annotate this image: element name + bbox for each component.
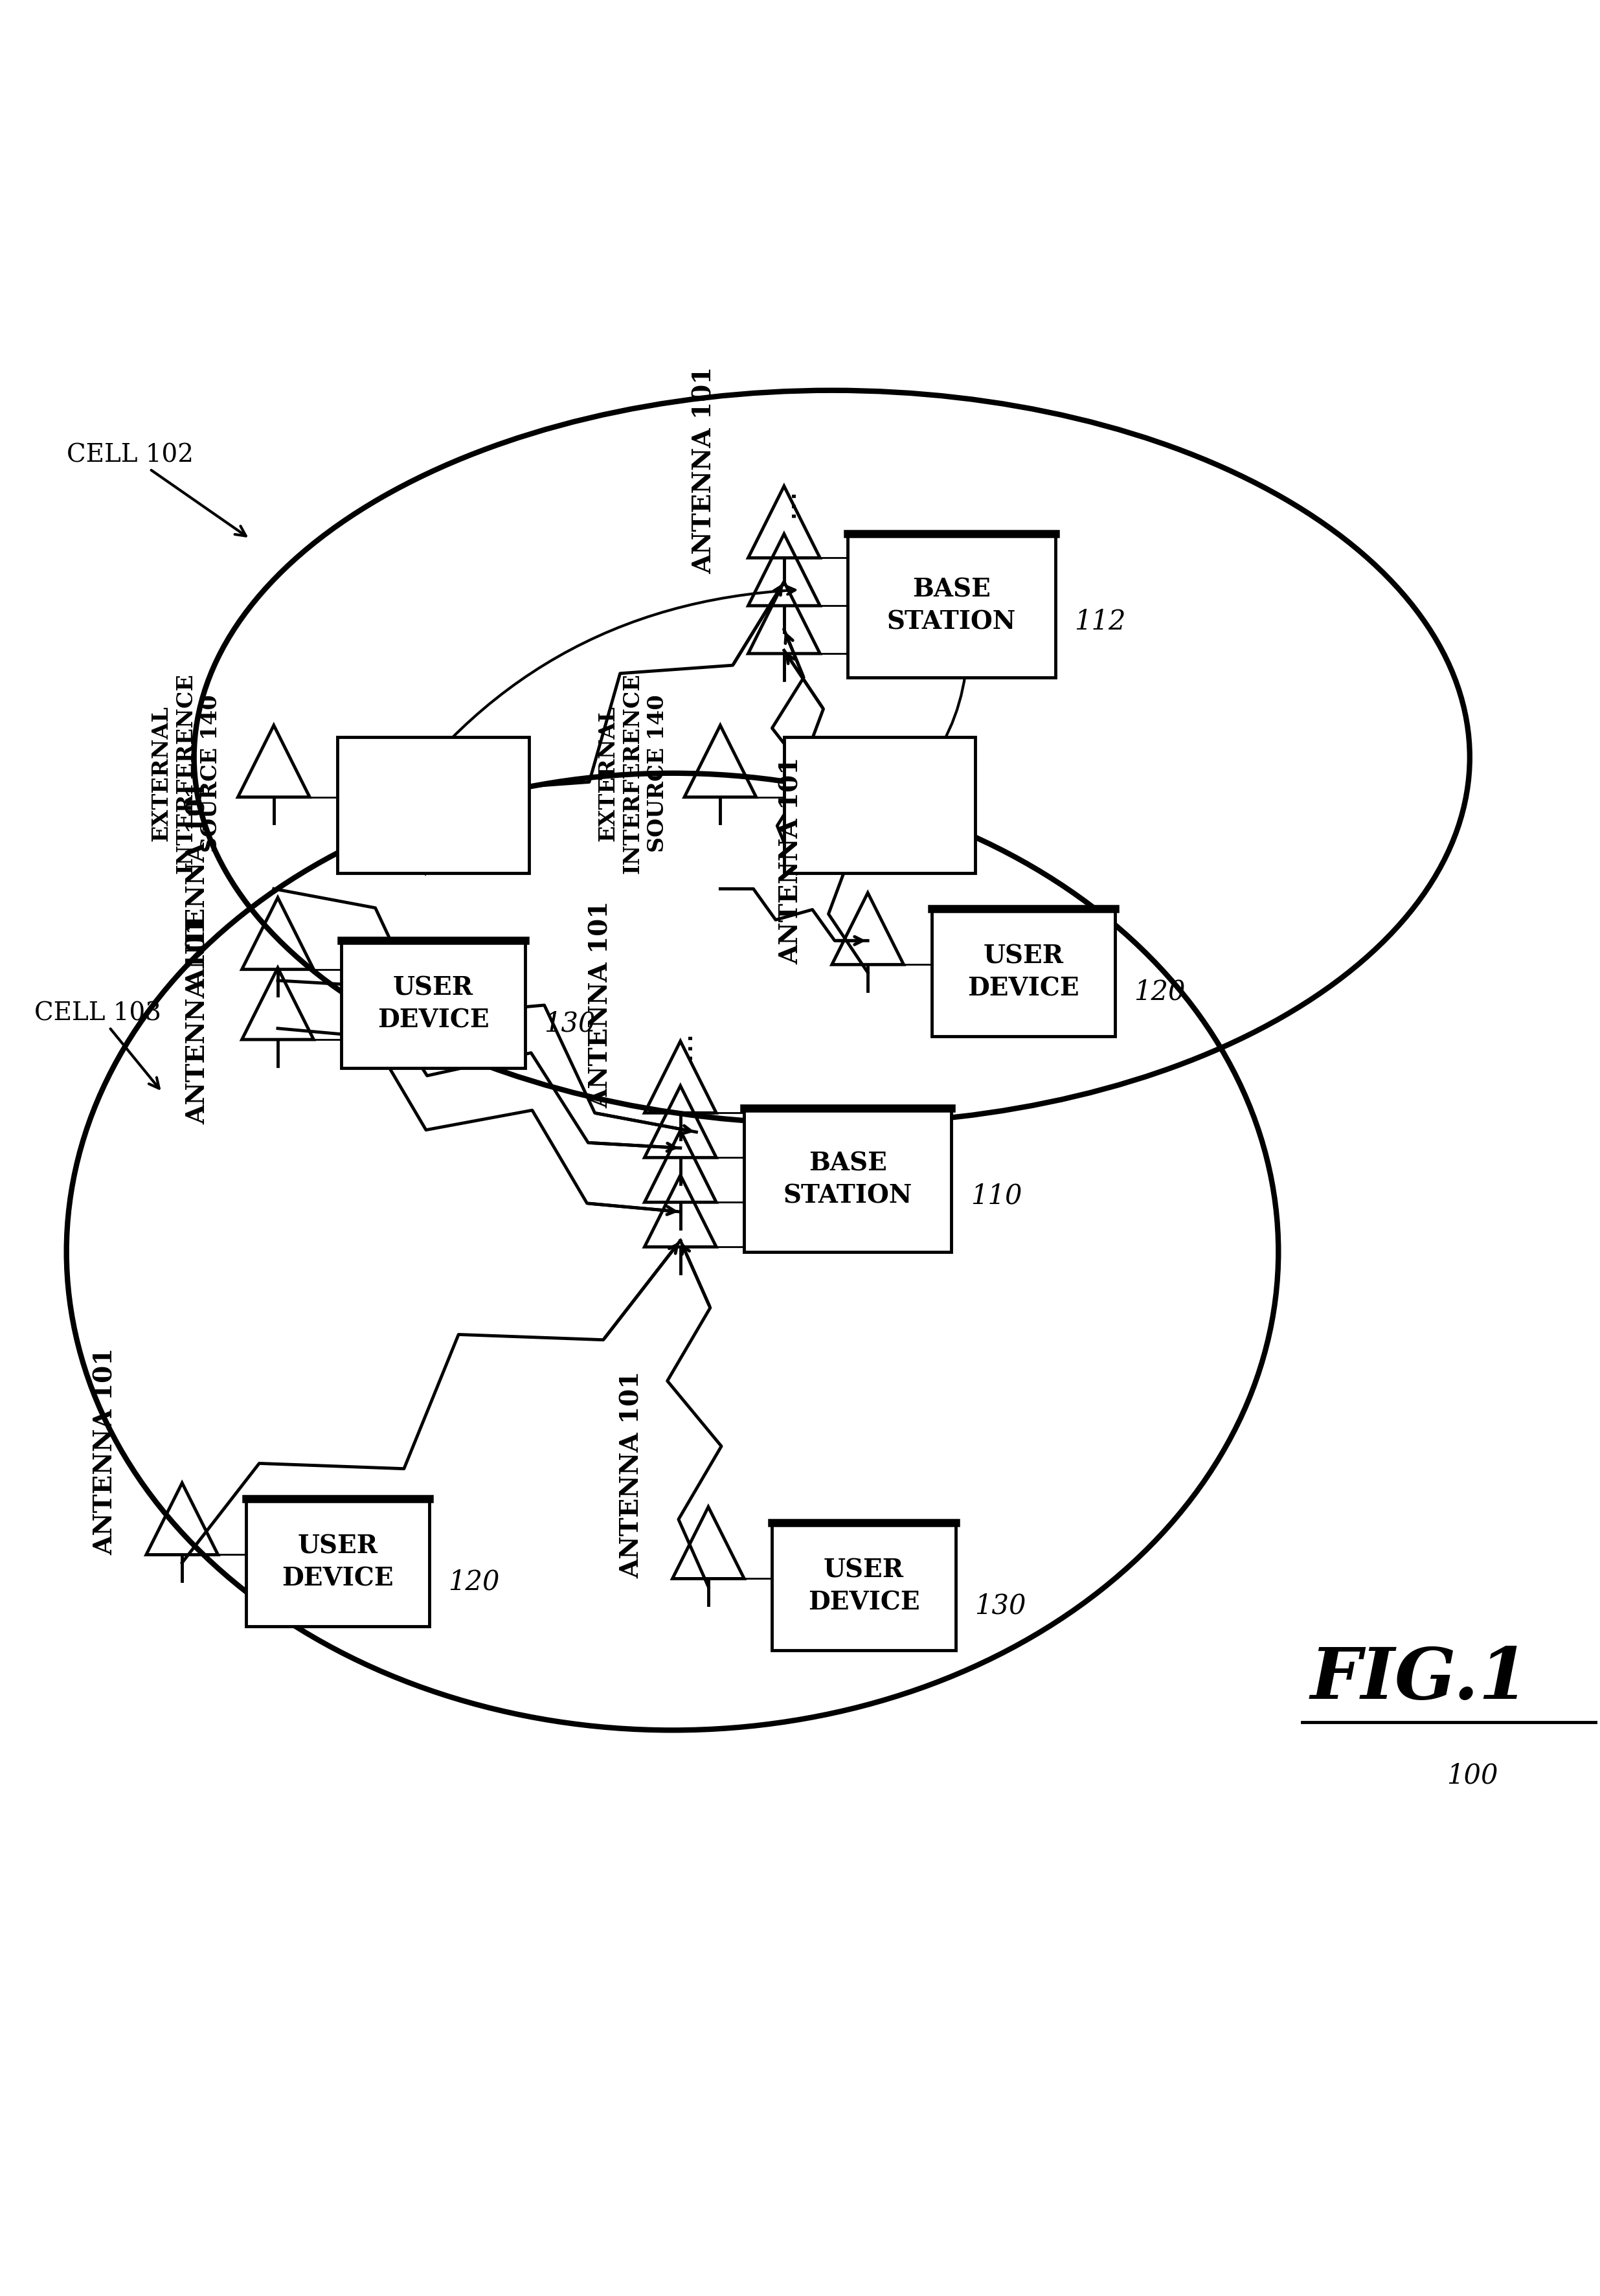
- Text: USER
DEVICE: USER DEVICE: [808, 1559, 920, 1614]
- Text: ANTENNA 101: ANTENNA 101: [93, 1348, 118, 1554]
- Text: 120: 120: [448, 1568, 499, 1596]
- Bar: [931, 909, 1115, 1035]
- Text: 130: 130: [974, 1591, 1026, 1619]
- Text: ANTENNA 101: ANTENNA 101: [619, 1371, 645, 1580]
- Text: FIG.1: FIG.1: [1310, 1644, 1530, 1715]
- Text: CELL 102: CELL 102: [67, 443, 246, 535]
- Bar: [246, 1499, 429, 1626]
- Text: BASE
STATION: BASE STATION: [784, 1150, 912, 1208]
- Text: 110: 110: [971, 1182, 1022, 1210]
- Text: EXTERNAL
INTERFERENCE
SOURCE 140: EXTERNAL INTERFERENCE SOURCE 140: [597, 673, 667, 872]
- Text: 120: 120: [1134, 978, 1186, 1006]
- Bar: [784, 737, 976, 872]
- Text: 112: 112: [1074, 608, 1126, 636]
- Text: 100: 100: [1446, 1761, 1498, 1789]
- Text: USER
DEVICE: USER DEVICE: [378, 976, 490, 1033]
- Text: ANTENNA 101: ANTENNA 101: [589, 900, 613, 1109]
- Text: ANTENNA 101: ANTENNA 101: [693, 367, 717, 574]
- Text: ...: ...: [768, 487, 800, 517]
- Text: ...: ...: [666, 1029, 696, 1061]
- Text: EXTERNAL
INTERFERENCE
SOURCE 140: EXTERNAL INTERFERENCE SOURCE 140: [150, 673, 221, 872]
- Text: ANTENNA 101: ANTENNA 101: [186, 916, 210, 1125]
- Text: BASE
STATION: BASE STATION: [886, 576, 1016, 634]
- Text: 130: 130: [544, 1010, 595, 1038]
- Text: USER
DEVICE: USER DEVICE: [968, 944, 1078, 1001]
- Text: ANTENNA 101: ANTENNA 101: [186, 781, 210, 990]
- Text: ANTENNA 101: ANTENNA 101: [779, 758, 803, 964]
- Bar: [338, 737, 530, 872]
- Bar: [341, 941, 525, 1068]
- Text: USER
DEVICE: USER DEVICE: [282, 1534, 394, 1591]
- Bar: [744, 1109, 952, 1251]
- Bar: [848, 535, 1054, 677]
- Text: CELL 103: CELL 103: [35, 1001, 162, 1088]
- Bar: [773, 1522, 955, 1651]
